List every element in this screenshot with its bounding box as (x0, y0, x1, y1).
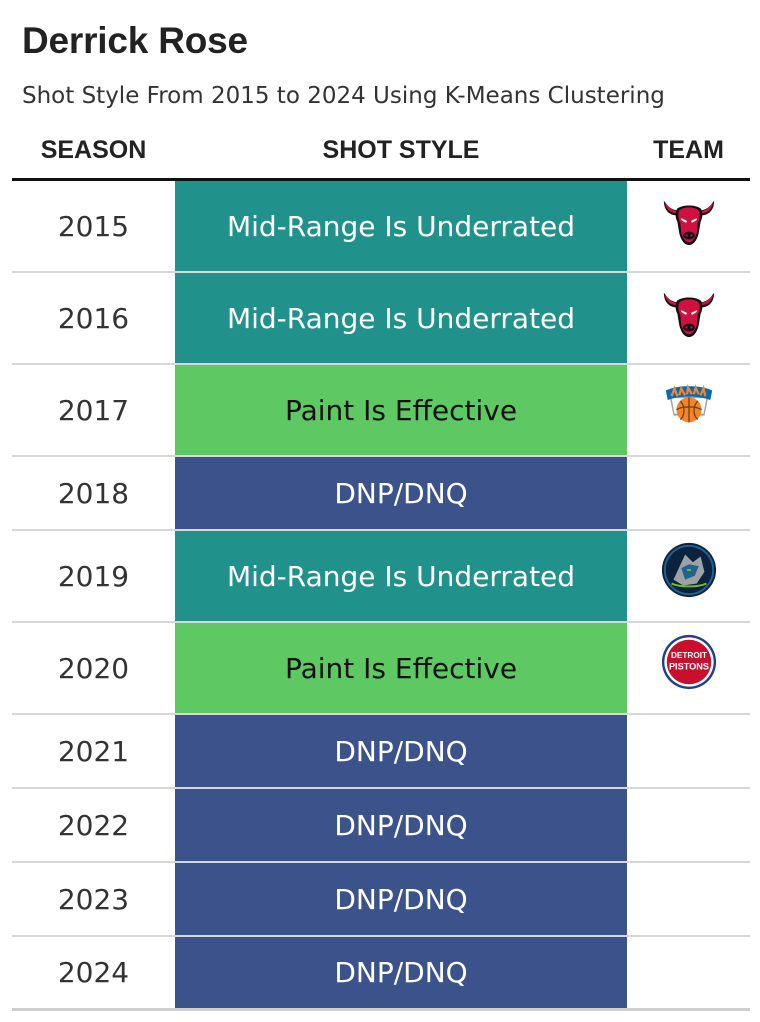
shot-style-cell: DNP/DNQ (175, 457, 627, 529)
shot-style-cell: Mid-Range Is Underrated (175, 273, 627, 363)
season-cell: 2021 (57, 734, 130, 768)
team-cell (627, 715, 750, 787)
team-cell (627, 457, 750, 529)
team-cell (627, 937, 750, 1008)
timberwolves-logo-icon (660, 541, 718, 599)
shot-style-cell: Mid-Range Is Underrated (175, 181, 627, 271)
table-row: 2021 DNP/DNQ (12, 715, 750, 789)
shot-style-cell: Mid-Range Is Underrated (175, 531, 627, 621)
season-cell: 2016 (57, 301, 130, 335)
table-row: 2015 Mid-Range Is Underrated (12, 181, 750, 273)
team-cell (627, 789, 750, 861)
team-cell (627, 273, 750, 363)
shot-style-cell: Paint Is Effective (175, 623, 627, 713)
shot-style-cell: DNP/DNQ (175, 715, 627, 787)
bulls-logo-icon (660, 191, 718, 249)
shot-style-cell: DNP/DNQ (175, 937, 627, 1008)
shot-style-cell: DNP/DNQ (175, 863, 627, 935)
table-row: 2017 Paint Is Effective (12, 365, 750, 457)
column-header-season: SEASON (40, 136, 147, 164)
chart-title: Derrick Rose (22, 20, 248, 61)
team-cell (627, 623, 750, 713)
knicks-logo-icon (660, 375, 718, 433)
season-cell: 2015 (57, 209, 130, 243)
table-row: 2024 DNP/DNQ (12, 937, 750, 1011)
table-row: 2018 DNP/DNQ (12, 457, 750, 531)
shot-style-cell: Paint Is Effective (175, 365, 627, 455)
table-row: 2020 Paint Is Effective (12, 623, 750, 715)
team-cell (627, 531, 750, 621)
header-divider (12, 178, 750, 181)
table-row: 2023 DNP/DNQ (12, 863, 750, 937)
season-cell: 2018 (57, 476, 130, 510)
chart-subtitle: Shot Style From 2015 to 2024 Using K-Mea… (22, 83, 665, 109)
table-row: 2022 DNP/DNQ (12, 789, 750, 863)
season-cell: 2024 (57, 956, 130, 989)
season-cell: 2023 (57, 882, 130, 916)
team-cell (627, 181, 750, 271)
team-cell (627, 863, 750, 935)
pistons-logo-icon (660, 633, 718, 691)
team-cell (627, 365, 750, 455)
season-cell: 2017 (57, 393, 130, 427)
season-cell: 2019 (57, 559, 130, 593)
shot-style-cell: DNP/DNQ (175, 789, 627, 861)
column-header-team: TEAM (653, 136, 724, 164)
column-header-shot-style: SHOT STYLE (322, 136, 480, 164)
table-body: 2015 Mid-Range Is Underrated 2016 Mid-Range… (12, 181, 750, 1011)
season-cell: 2020 (57, 651, 130, 685)
bulls-logo-icon (660, 283, 718, 341)
season-cell: 2022 (57, 808, 130, 842)
table-row: 2016 Mid-Range Is Underrated (12, 273, 750, 365)
table-row: 2019 Mid-Range Is Underrated (12, 531, 750, 623)
